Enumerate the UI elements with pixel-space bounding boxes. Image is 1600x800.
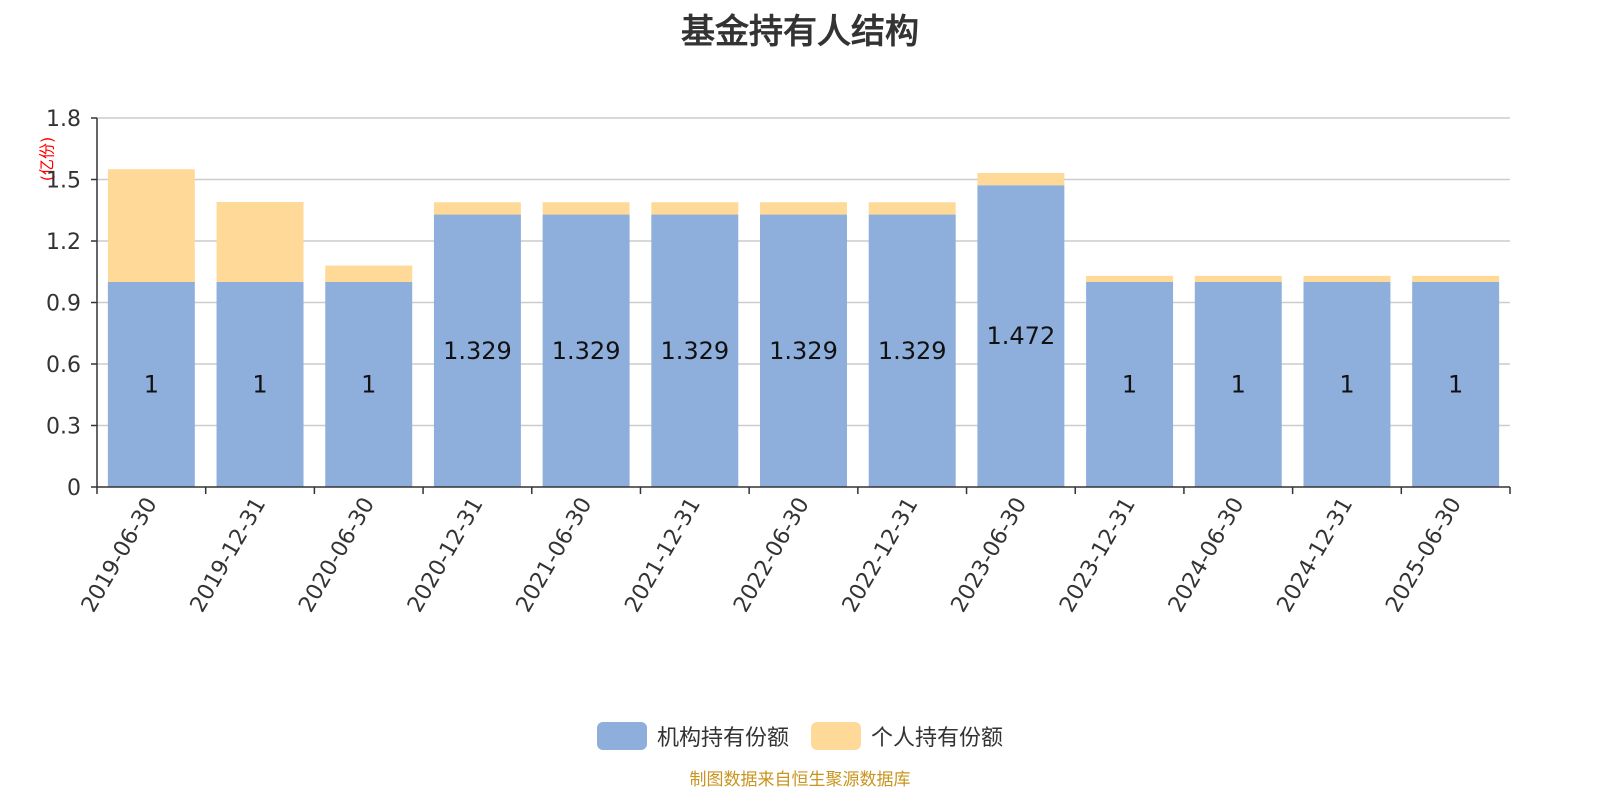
- bar-value-label: 1: [144, 371, 159, 399]
- bar-institutional: [325, 282, 413, 487]
- y-tick-label: 0.6: [46, 353, 81, 378]
- bar-institutional: [1412, 282, 1500, 487]
- legend-item-institutional[interactable]: 机构持有份额: [596, 720, 789, 752]
- x-tick-label: 2020-12-31: [403, 494, 489, 617]
- legend-swatch-individual: [811, 722, 861, 750]
- x-tick-label: 2019-06-30: [77, 494, 163, 617]
- x-tick-label: 2020-06-30: [294, 494, 380, 617]
- bar-individual: [977, 172, 1065, 186]
- bar-institutional: [542, 214, 630, 487]
- x-tick-label: 2021-12-31: [620, 494, 706, 617]
- bar-individual: [1194, 275, 1282, 282]
- bar-series: 1 1 1 1.329 1.329 1.329 1.329 1.329 1.472 1 1 1 1: [107, 169, 1500, 488]
- legend-label-individual: 个人持有份额: [871, 726, 1004, 751]
- bar-individual: [325, 265, 413, 282]
- legend-label-institutional: 机构持有份额: [656, 726, 789, 751]
- bar-individual: [1086, 275, 1174, 282]
- y-tick-label: 0.3: [46, 415, 81, 440]
- x-tick-label: 2023-12-31: [1055, 494, 1141, 617]
- bar-value-label: 1: [252, 371, 267, 399]
- bar-institutional: [977, 185, 1065, 488]
- bar-individual: [107, 169, 195, 282]
- legend: 机构持有份额 个人持有份额: [0, 720, 1600, 752]
- bar-value-label: 1.329: [878, 337, 947, 365]
- bar-value-label: 1: [1231, 371, 1246, 399]
- bar-value-label: 1: [1448, 371, 1463, 399]
- y-tick-label: 1.8: [46, 107, 81, 132]
- x-tick-label: 2021-06-30: [512, 494, 598, 617]
- bar-individual: [216, 202, 304, 282]
- bar-individual: [1303, 275, 1391, 282]
- bar-individual: [1412, 275, 1500, 282]
- bar-individual: [760, 202, 847, 215]
- x-tick-label: 2024-12-31: [1273, 494, 1359, 617]
- bar-value-label: 1.329: [769, 337, 838, 365]
- bar-institutional: [216, 282, 304, 487]
- bar-individual: [433, 202, 521, 215]
- x-tick-label: 2022-06-30: [729, 494, 815, 617]
- x-tick-label: 2022-12-31: [838, 494, 924, 617]
- bar-institutional: [1086, 282, 1174, 487]
- bar-value-label: 1: [1122, 371, 1137, 399]
- legend-swatch-institutional: [596, 722, 647, 750]
- bar-value-label: 1.329: [660, 337, 729, 365]
- data-source-footer: 制图数据来自恒生聚源数据库: [689, 770, 911, 790]
- x-tick-label: 2025-06-30: [1381, 494, 1467, 617]
- bar-individual: [542, 202, 630, 215]
- x-tick-label: 2024-06-30: [1164, 494, 1250, 617]
- bar-value-label: 1.472: [987, 322, 1056, 350]
- bar-value-label: 1: [361, 371, 376, 399]
- y-tick-label: 0.9: [46, 292, 81, 317]
- legend-item-individual[interactable]: 个人持有份额: [811, 720, 1003, 752]
- bar-institutional: [433, 214, 521, 487]
- bar-institutional: [107, 282, 195, 487]
- bar-value-label: 1.329: [552, 337, 621, 365]
- bar-institutional: [1194, 282, 1282, 487]
- y-tick-label: 1.2: [46, 230, 81, 255]
- bar-individual: [651, 202, 739, 215]
- bar-institutional: [1303, 282, 1391, 487]
- bar-institutional: [760, 214, 847, 487]
- chart-title: 基金持有人结构: [681, 12, 919, 52]
- bar-institutional: [868, 214, 956, 487]
- x-tick-label: 2019-12-31: [186, 494, 272, 617]
- y-tick-label: 1.5: [46, 169, 81, 194]
- y-tick-label: 0: [67, 476, 81, 501]
- bar-value-label: 1: [1339, 371, 1354, 399]
- x-tick-label: 2023-06-30: [947, 494, 1033, 617]
- bar-institutional: [651, 214, 739, 487]
- bar-individual: [868, 202, 956, 215]
- bar-value-label: 1.329: [443, 337, 512, 365]
